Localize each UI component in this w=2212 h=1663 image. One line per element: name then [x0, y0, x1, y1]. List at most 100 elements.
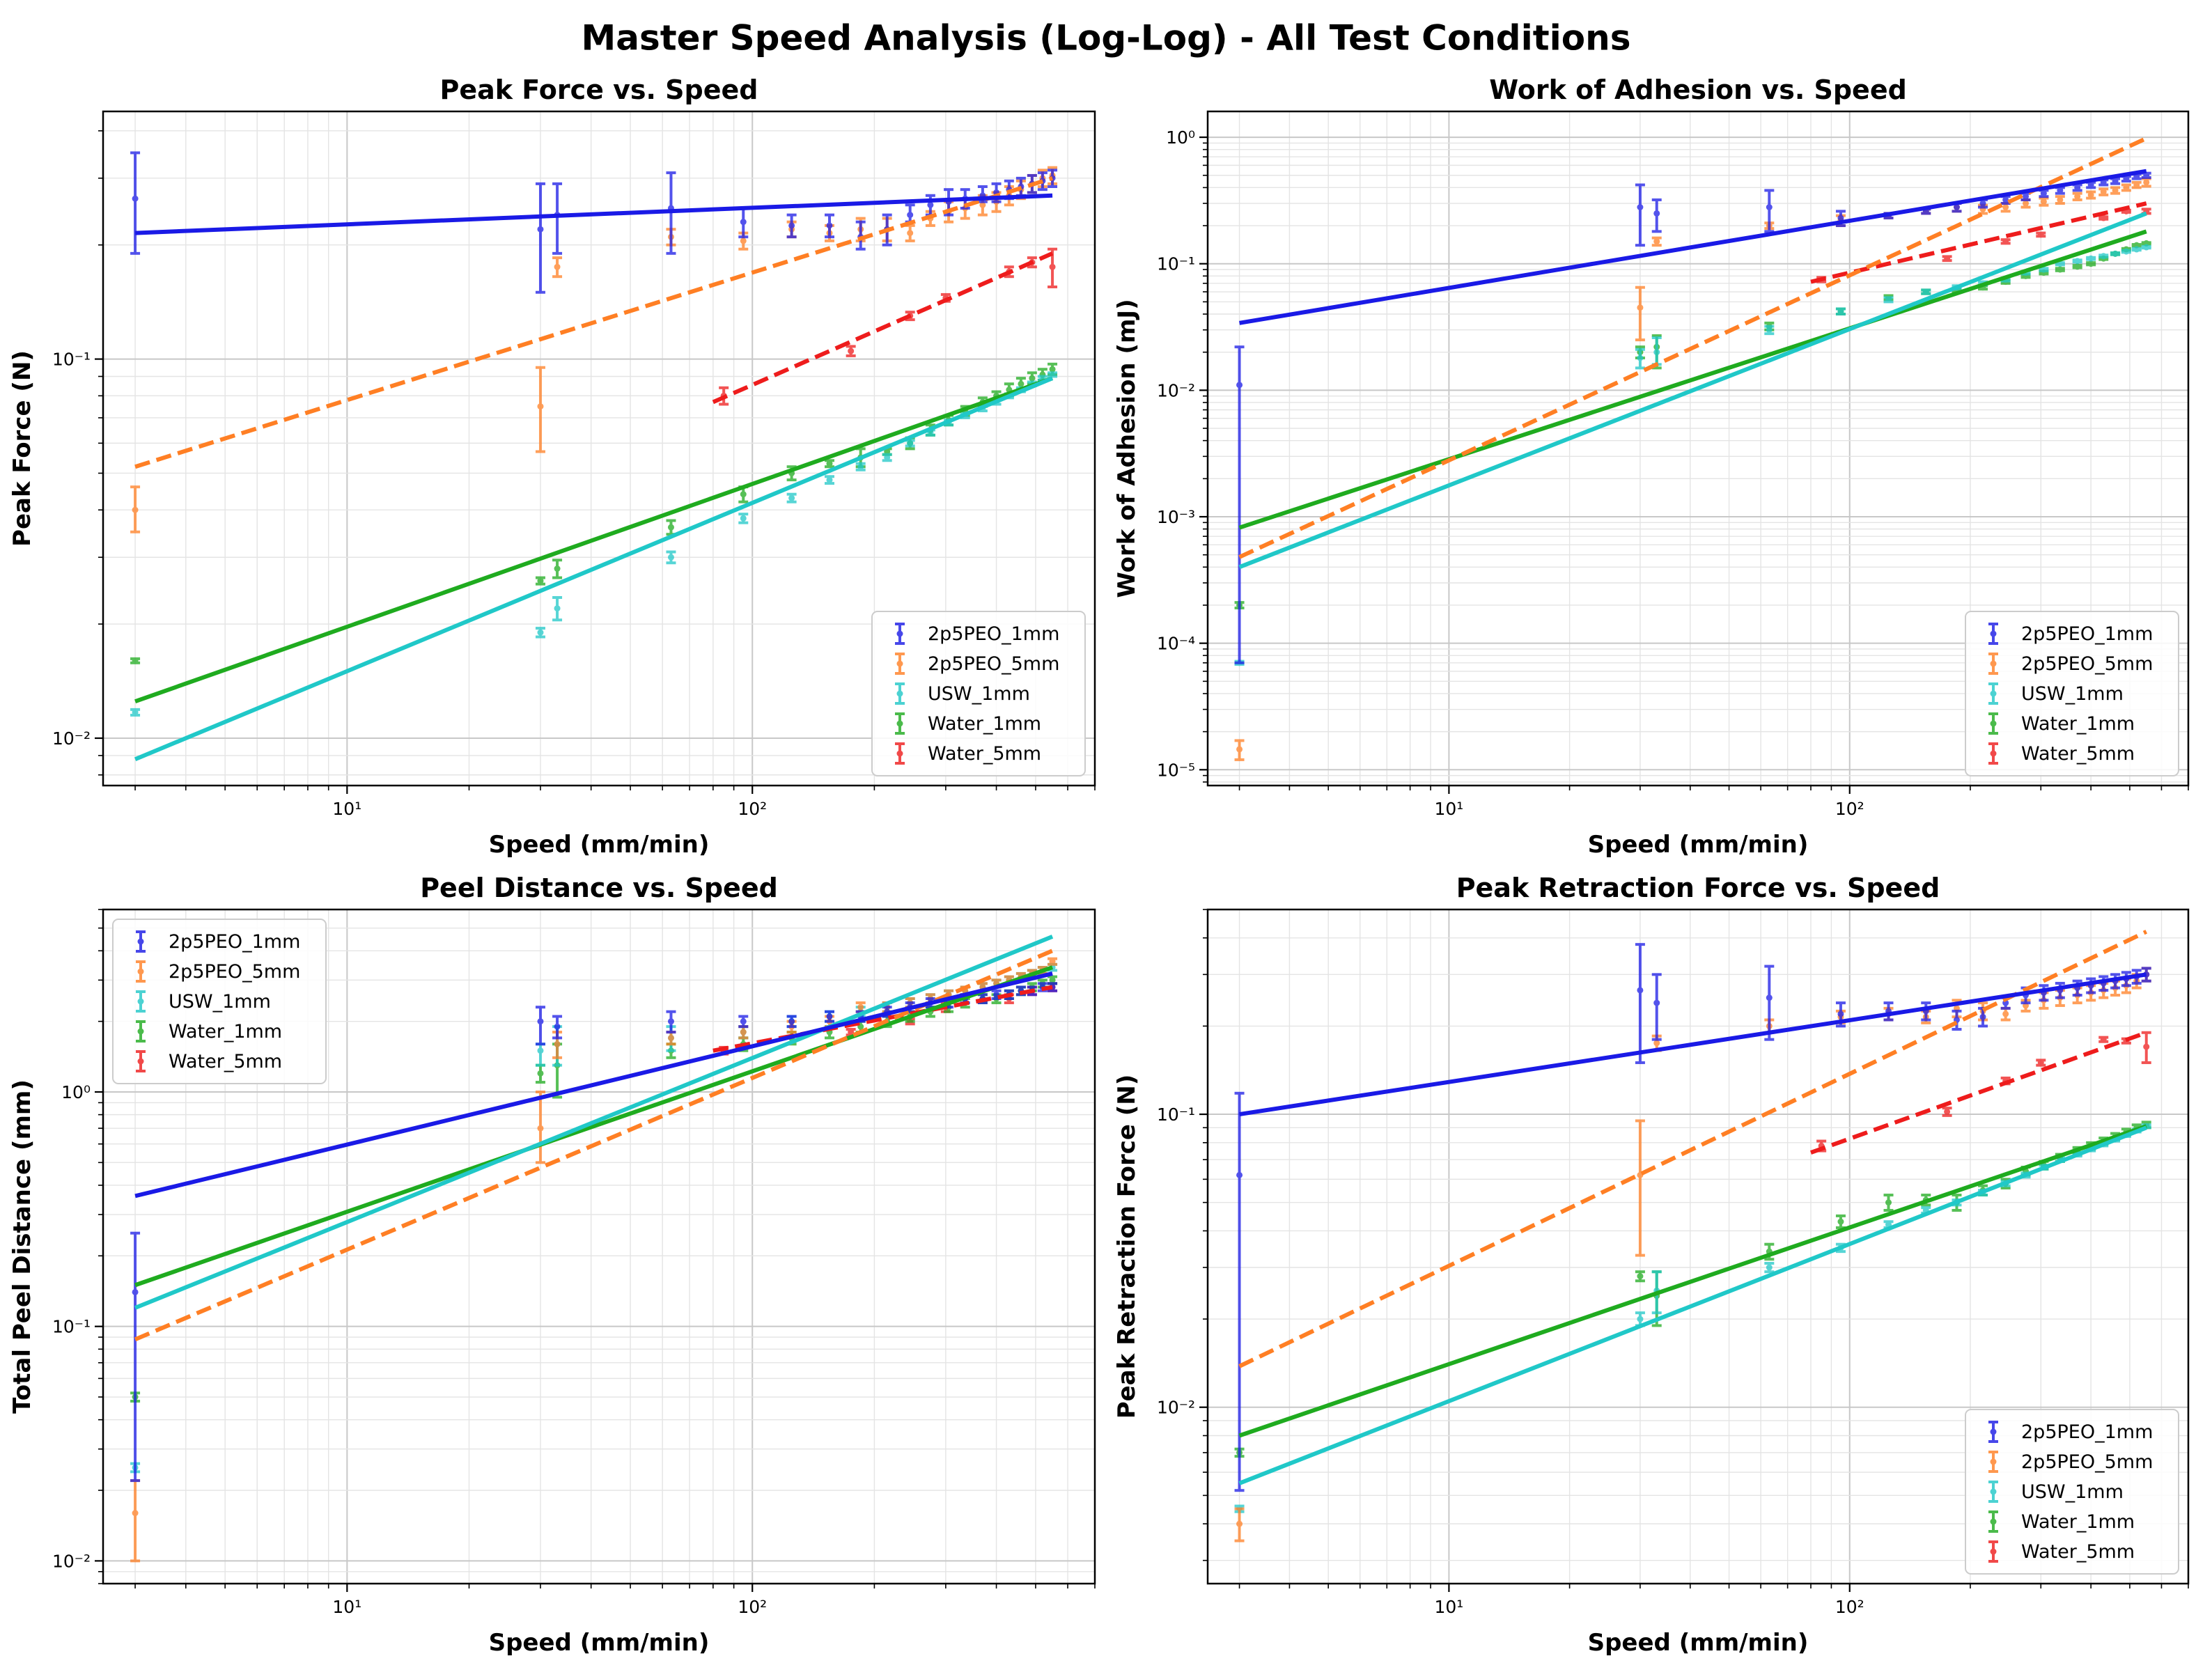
legend-label: Water_1mm	[928, 713, 1041, 735]
legend-item-Water_5mm	[1988, 1540, 1998, 1563]
legend-marker-dot	[1990, 1548, 1997, 1555]
data-point	[2037, 231, 2044, 238]
data-point	[2074, 263, 2081, 270]
data-point	[1944, 255, 1951, 262]
fit-line-2p5PEO_5mm	[134, 175, 1053, 469]
legend-marker-dot	[1990, 690, 1997, 697]
data-point	[2002, 238, 2009, 245]
legend: 2p5PEO_1mm 2p5PEO_5mm USW_1mm Water_1mm Wate…	[112, 919, 327, 1084]
y-tick-label: 10⁻⁵	[1157, 760, 1195, 780]
fit-line-2p5PEO_1mm	[134, 193, 1053, 235]
data-point	[1766, 1264, 1773, 1271]
legend-label: 2p5PEO_5mm	[169, 961, 300, 983]
data-point	[907, 212, 914, 219]
legend-item-Water_1mm	[1988, 712, 1998, 735]
data-point	[1653, 349, 1660, 356]
series-2p5PEO_1mm	[1234, 943, 2151, 1492]
legend-marker-dot	[1990, 660, 1997, 667]
data-point	[1049, 263, 1056, 270]
legend: 2p5PEO_1mm 2p5PEO_5mm USW_1mm Water_1mm Wate…	[871, 611, 1086, 776]
data-point	[1837, 1010, 1844, 1017]
legend-marker-dot	[137, 998, 144, 1005]
data-layer	[1234, 136, 2151, 761]
data-point	[2100, 253, 2107, 260]
data-point	[1236, 1520, 1243, 1527]
chart-title: Peak Force vs. Speed	[440, 75, 758, 105]
legend-label: Water_1mm	[169, 1021, 282, 1043]
panel-3: 10¹ 10² 10⁻² 10⁻¹ 10⁰ Peel Distance vs. Speed…	[8, 873, 1096, 1657]
y-tick-label: 10⁰	[61, 1082, 91, 1102]
data-point	[857, 463, 864, 470]
data-point	[2133, 182, 2140, 189]
data-point	[2143, 1043, 2150, 1050]
legend-item-2p5PEO_5mm	[895, 653, 905, 675]
data-point	[1837, 1218, 1844, 1225]
data-point	[2100, 179, 2107, 186]
legend-marker-dot	[896, 690, 903, 697]
fit-line-Water_5mm	[1809, 1030, 2147, 1155]
data-point	[2100, 189, 2107, 196]
data-point	[537, 1070, 544, 1077]
figure-title: Master Speed Analysis (Log-Log) - All Te…	[582, 18, 1631, 58]
legend-item-Water_1mm	[1988, 1510, 1998, 1533]
y-axis-label: Total Peel Distance (mm)	[8, 1079, 36, 1414]
data-point	[667, 554, 674, 561]
axes-frame	[102, 908, 1096, 1585]
data-point	[1653, 999, 1660, 1006]
data-point	[537, 1047, 544, 1054]
legend-label: Water_5mm	[2021, 743, 2135, 765]
fit-line-2p5PEO_5mm	[134, 948, 1054, 1342]
data-point	[1018, 380, 1025, 387]
fit-line-Water_1mm	[1238, 1124, 2147, 1438]
panels: 10¹ 10² 10⁻² 10⁻¹ Peak Force vs. Speed Speed …	[8, 75, 2190, 1657]
data-point	[2057, 187, 2064, 194]
data-point	[848, 348, 855, 354]
fit-line-2p5PEO_1mm	[134, 971, 1053, 1199]
fit-line-2p5PEO_5mm	[1238, 136, 2147, 559]
legend-marker-dot	[137, 968, 144, 975]
legend-marker-dot	[1990, 1518, 1997, 1525]
data-point	[2087, 182, 2094, 189]
fit-line-Water_1mm	[134, 376, 1054, 704]
legend-item-Water_1mm	[136, 1020, 146, 1043]
data-point	[1029, 375, 1036, 382]
data-point	[1766, 994, 1773, 1001]
fit-line-Water_1mm	[134, 965, 1054, 1288]
fit-line-USW_1mm	[1238, 211, 2147, 570]
legend-marker-dot	[896, 660, 903, 667]
legend-label: USW_1mm	[169, 991, 271, 1013]
legend-label: 2p5PEO_5mm	[928, 653, 1059, 675]
chart-title: Work of Adhesion vs. Speed	[1489, 75, 1907, 105]
data-point	[2112, 178, 2119, 185]
y-tick-label: 10⁻¹	[1157, 254, 1195, 274]
y-tick-label: 10⁻⁴	[1157, 634, 1195, 654]
legend-box	[1965, 611, 2179, 776]
data-point	[1049, 976, 1056, 983]
data-point	[1766, 327, 1773, 334]
panel-2: 10¹ 10² 10⁻⁵ 10⁻⁴ 10⁻³ 10⁻² 10⁻¹ 10⁰ Work of Adh…	[1113, 75, 2190, 859]
data-point	[537, 226, 544, 233]
data-point	[554, 565, 561, 572]
data-point	[1979, 200, 1986, 207]
x-tick-label: 10²	[1835, 1597, 1864, 1617]
fit-line-2p5PEO_1mm	[1239, 169, 2147, 325]
data-layer	[130, 151, 1058, 761]
data-point	[132, 657, 139, 664]
x-tick-label: 10¹	[332, 1597, 361, 1617]
data-point	[1885, 1199, 1892, 1206]
data-point	[1637, 1315, 1644, 1322]
fit-line-USW_1mm	[134, 935, 1054, 1310]
legend-label: 2p5PEO_1mm	[169, 931, 300, 953]
data-point	[2023, 200, 2030, 207]
data-point	[2040, 266, 2047, 273]
y-tick-label: 10⁻²	[52, 1551, 91, 1571]
x-tick-label: 10¹	[332, 799, 361, 819]
legend-label: 2p5PEO_5mm	[2021, 1451, 2153, 1473]
data-point	[1653, 210, 1660, 217]
legend-item-2p5PEO_1mm	[895, 623, 905, 645]
legend-label: Water_1mm	[2021, 713, 2135, 735]
y-tick-label: 10⁻³	[1157, 507, 1195, 527]
y-axis-label: Peak Force (N)	[8, 350, 36, 547]
data-point	[1637, 1273, 1644, 1280]
data-point	[554, 1023, 561, 1030]
